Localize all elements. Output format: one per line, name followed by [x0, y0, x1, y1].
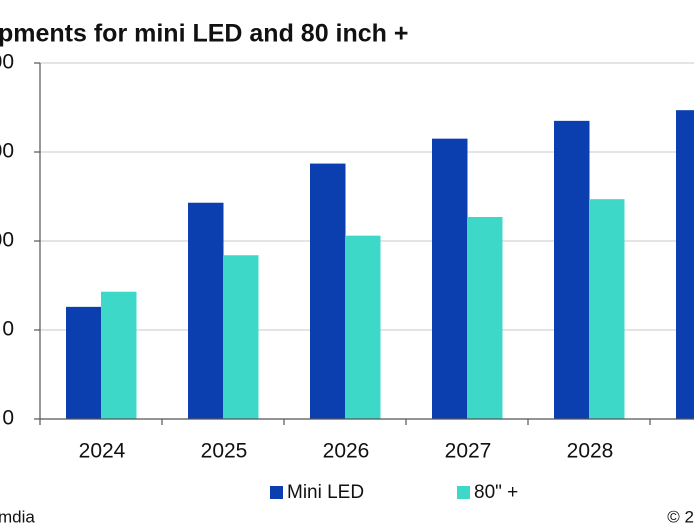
bar: [101, 291, 137, 419]
bar: [467, 216, 503, 419]
y-tick-label: 0: [2, 318, 14, 341]
y-tick-label: 00: [0, 51, 14, 74]
x-tick-label: 2025: [201, 440, 248, 463]
source: mdia: [0, 507, 35, 526]
y-tick-label: 00: [0, 229, 14, 252]
x-tick-label: 2028: [567, 440, 614, 463]
legend-swatch: [270, 486, 283, 499]
bar: [432, 138, 468, 419]
y-tick-label: 00: [0, 140, 14, 163]
bar: [554, 120, 590, 419]
chart-title: pments for mini LED and 80 inch +: [0, 20, 409, 48]
legend-label: Mini LED: [287, 482, 364, 503]
copyright: © 2: [667, 507, 694, 526]
x-tick-label: 2026: [323, 440, 370, 463]
bar: [310, 163, 346, 419]
legend-label: 80" +: [474, 482, 518, 503]
bar: [345, 235, 381, 419]
bar: [676, 110, 694, 420]
bar: [66, 306, 102, 419]
y-tick-label: 0: [2, 407, 14, 430]
x-tick-label: 2027: [445, 440, 492, 463]
legend-swatch: [457, 486, 470, 499]
bar: [223, 255, 259, 419]
bar: [589, 199, 625, 419]
x-tick-label: 2024: [79, 440, 126, 463]
bar: [188, 202, 224, 419]
